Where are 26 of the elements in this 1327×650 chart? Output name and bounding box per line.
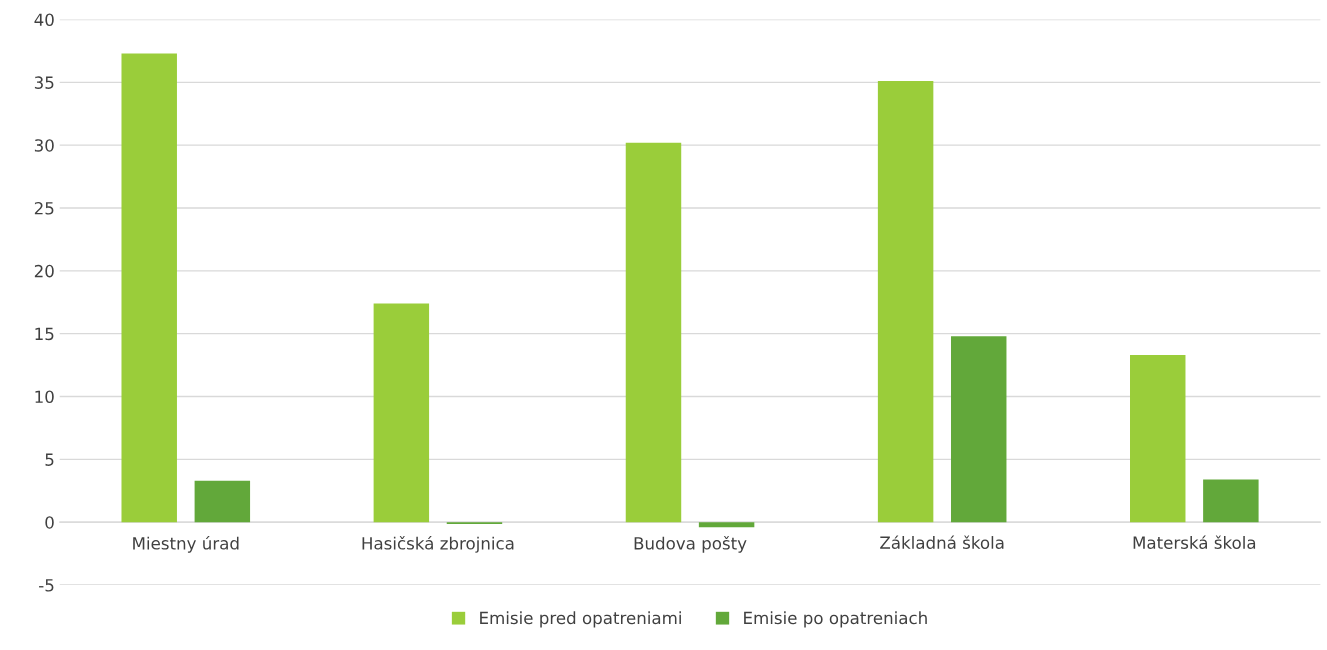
y-tick-label: -5 xyxy=(39,579,54,592)
bar xyxy=(877,81,934,523)
bar xyxy=(1203,479,1259,523)
y-tick-label: 0 xyxy=(45,516,54,529)
y-tick-label: 10 xyxy=(35,390,54,404)
y-tick-label: 15 xyxy=(35,327,54,341)
y-tick-label: 40 xyxy=(34,13,54,27)
x-tick-label: Základná škola xyxy=(880,535,1004,549)
y-tick-label: 5 xyxy=(45,453,54,466)
bar xyxy=(1130,355,1186,523)
x-tick-label: Miestny úrad xyxy=(133,536,239,553)
y-tick-label: 30 xyxy=(34,139,54,152)
bar xyxy=(373,303,430,523)
x-tick-label: Budova pošty xyxy=(634,536,747,553)
bar xyxy=(625,142,682,523)
y-tick-label: 35 xyxy=(34,76,54,89)
y-tick-label: 20 xyxy=(34,264,54,278)
bar xyxy=(950,336,1007,523)
bar xyxy=(698,522,755,528)
legend-label: Emisie pred opatreniami xyxy=(480,611,681,628)
legend-label: Emisie po opatreniach xyxy=(744,611,927,628)
bar xyxy=(194,480,251,523)
x-tick-label: Hasičská zbrojnica xyxy=(362,536,514,553)
y-tick-label: 25 xyxy=(34,201,54,215)
x-tick-label: Materská škola xyxy=(1133,535,1256,549)
bar xyxy=(121,53,177,523)
